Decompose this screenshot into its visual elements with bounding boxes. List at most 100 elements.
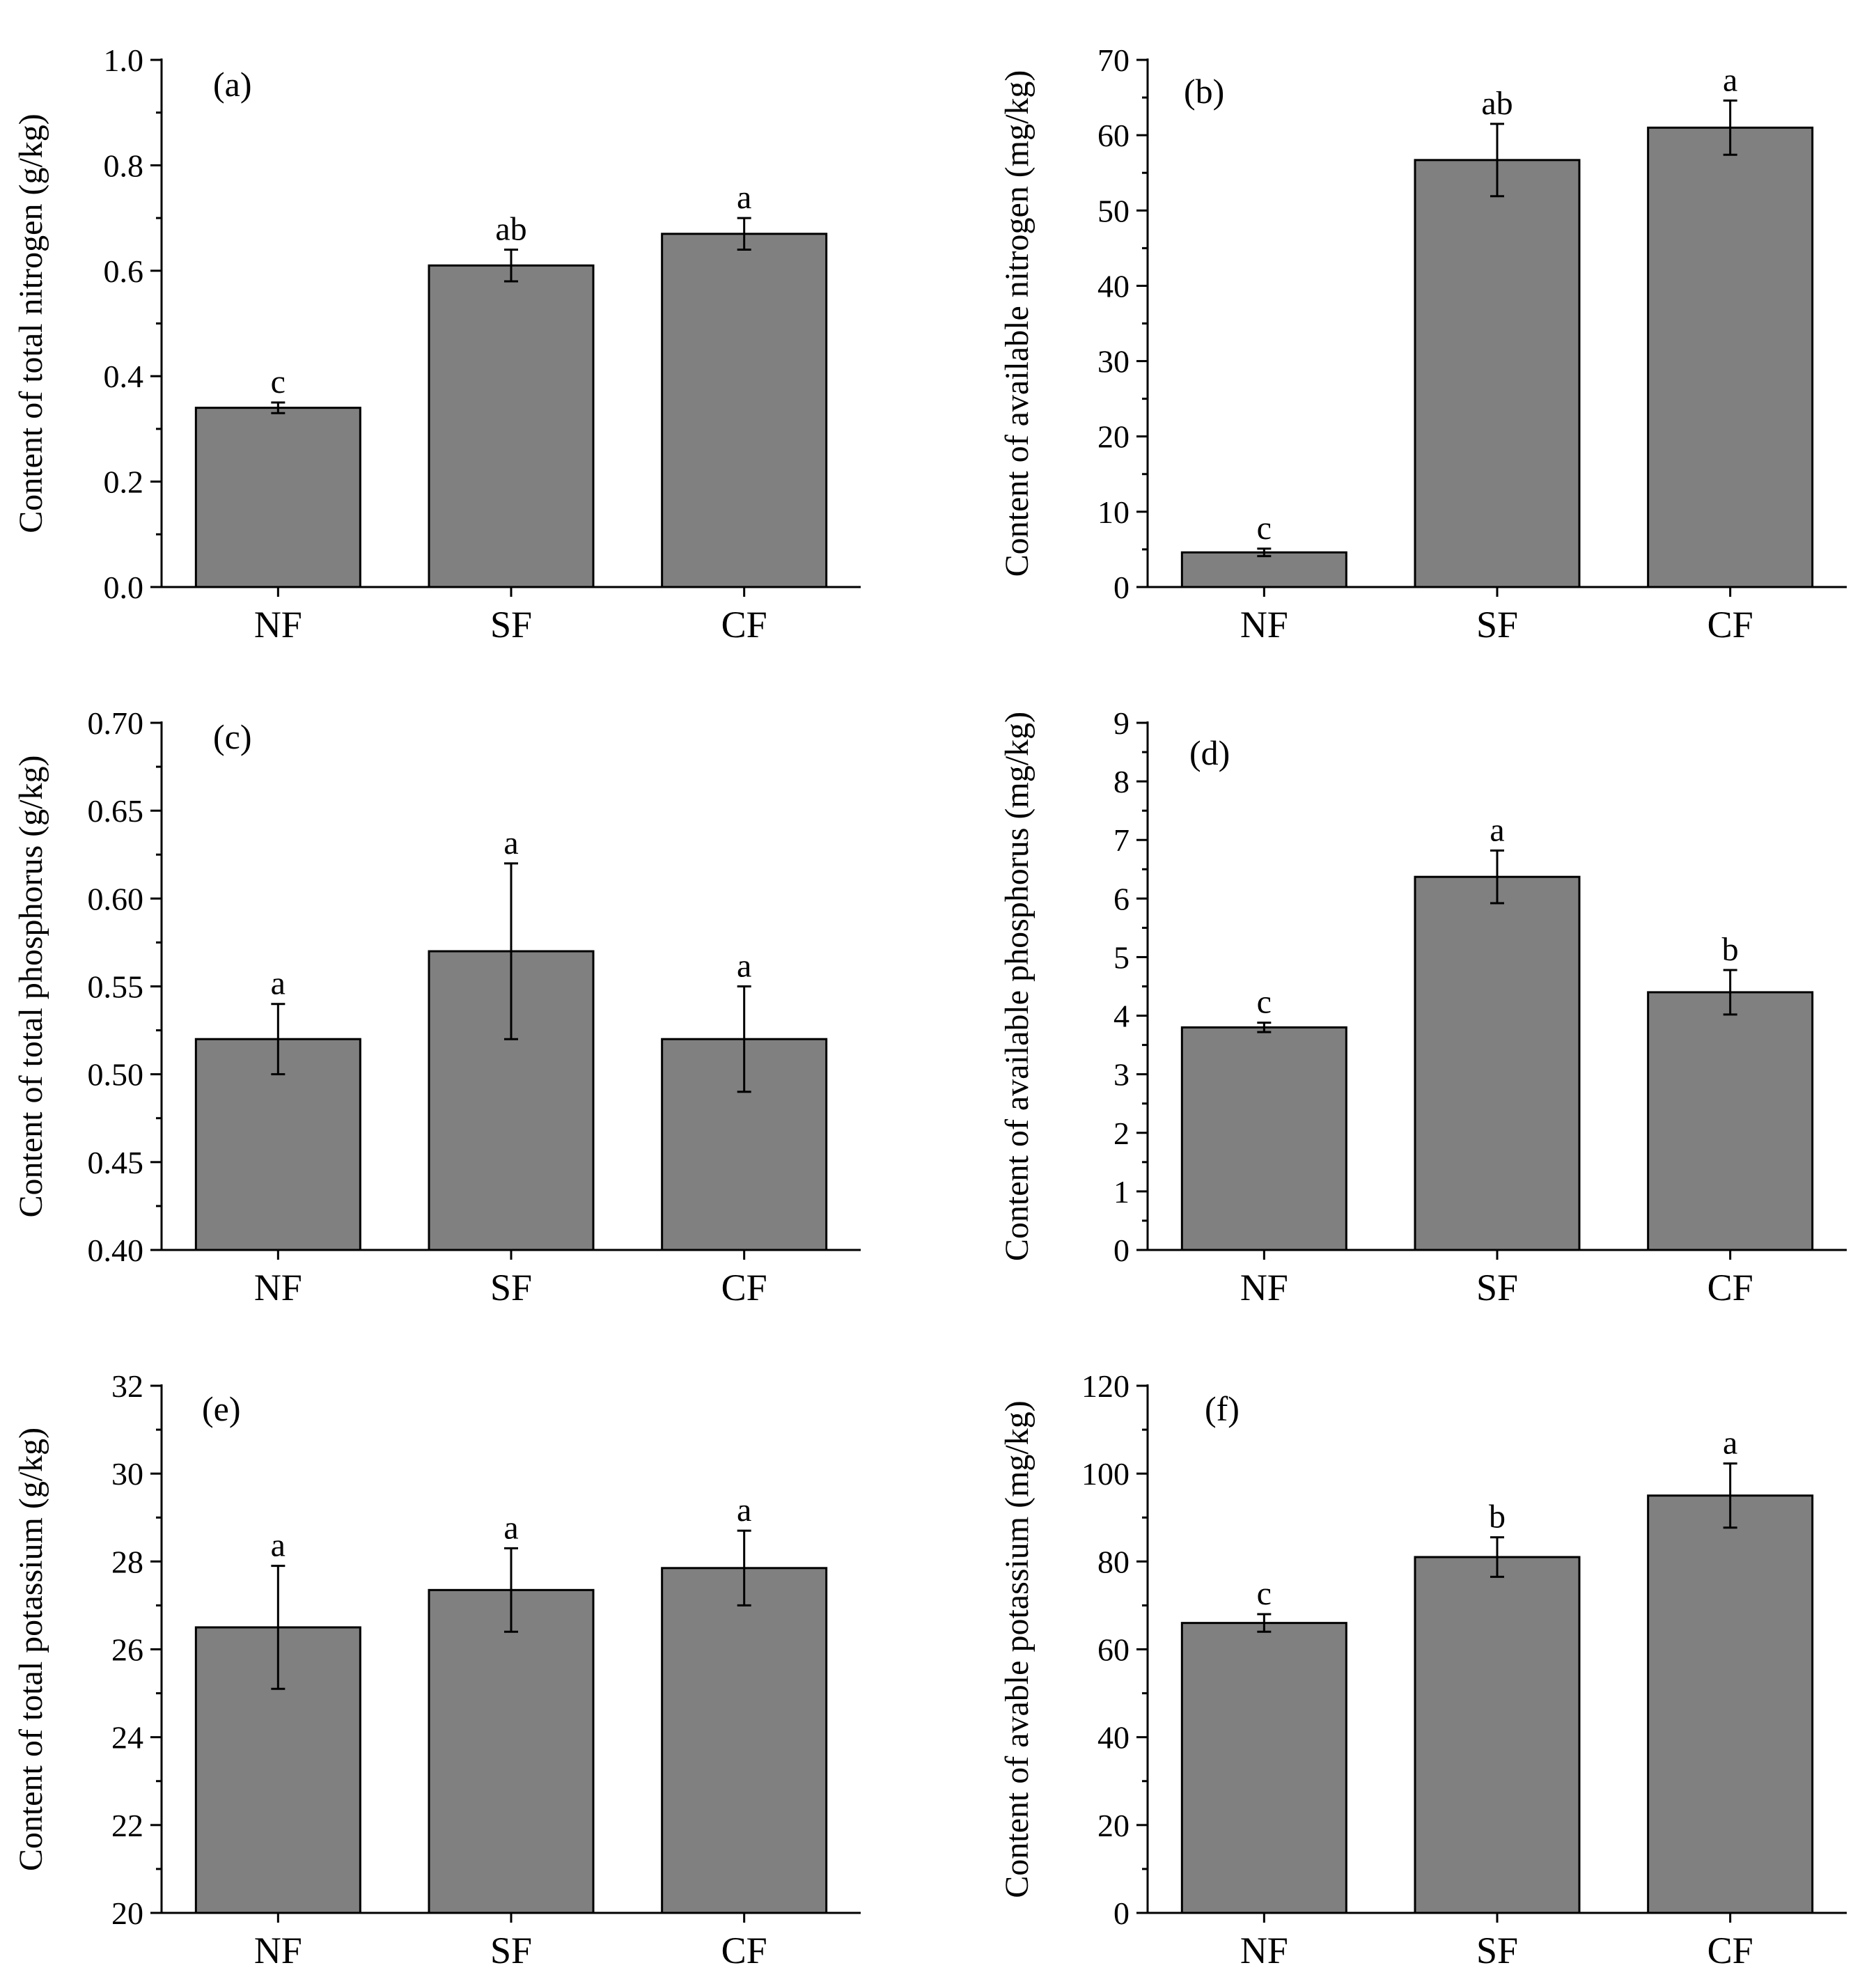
y-tick-label: 20: [111, 1895, 143, 1931]
y-tick-label: 0.50: [88, 1057, 144, 1093]
error-bar-nf: [1257, 547, 1272, 558]
panel-label: (d): [1189, 733, 1230, 772]
y-tick-label: 32: [111, 1368, 143, 1404]
bar-sf: [1414, 159, 1581, 588]
significance-label-sf: b: [1489, 1499, 1506, 1535]
x-tick-label-cf: CF: [721, 1930, 767, 1970]
chart-panel-4: c NF a SF b CF 0 1 2 3 4 5 6 7 8 9 Content of available …: [999, 705, 1847, 1308]
y-tick-label: 0.60: [88, 881, 144, 916]
y-tick-label: 26: [111, 1632, 143, 1668]
error-bar-cf: [1723, 99, 1737, 156]
chart-panel-3: a NF a SF a CF 0.40 0.45 0.50 0.55 0.60 0.65 0.70 Con…: [13, 705, 861, 1308]
y-tick-label: 9: [1113, 705, 1129, 741]
x-tick-label-cf: CF: [1707, 604, 1753, 646]
error-bar-cf: [737, 217, 751, 251]
y-tick-label: 20: [1097, 419, 1129, 455]
bar-cf: [661, 1567, 828, 1914]
y-tick-label: 40: [1097, 1720, 1129, 1756]
y-tick-label: 2: [1113, 1116, 1129, 1151]
significance-label-cf: a: [737, 1492, 751, 1529]
significance-label-nf: c: [1257, 984, 1272, 1021]
significance-label-cf: a: [737, 179, 751, 216]
significance-label-cf: a: [737, 948, 751, 985]
error-bar-sf: [1490, 123, 1504, 198]
error-bar-sf: [504, 249, 518, 283]
y-tick-label: 50: [1097, 193, 1129, 228]
y-axis-title: Content of available nitrogen (mg/kg): [999, 70, 1035, 577]
significance-label-cf: b: [1722, 931, 1739, 968]
bar-nf: [1180, 551, 1347, 588]
bar-nf: [194, 407, 361, 588]
bar-nf: [1180, 1622, 1347, 1914]
y-tick-label: 40: [1097, 268, 1129, 304]
x-tick-label-nf: NF: [254, 1267, 302, 1308]
x-tick-label-cf: CF: [721, 1267, 767, 1308]
y-axis-title: Content of total potassium (g/kg): [13, 1428, 49, 1871]
error-bar-nf: [1257, 1613, 1272, 1633]
x-tick-label-sf: SF: [1476, 1930, 1518, 1970]
y-tick-label: 6: [1113, 881, 1129, 916]
y-tick-label: 0.4: [104, 359, 144, 394]
significance-label-nf: c: [1257, 510, 1272, 547]
bar-sf: [1414, 875, 1581, 1251]
significance-label-nf: a: [271, 1527, 286, 1564]
y-tick-label: 10: [1097, 494, 1129, 530]
significance-label-sf: ab: [1481, 85, 1512, 122]
bar-cf: [661, 233, 828, 588]
error-bar-cf: [737, 985, 751, 1093]
y-tick-label: 30: [1097, 344, 1129, 380]
bar-cf: [1647, 126, 1814, 588]
y-tick-label: 0.2: [104, 464, 144, 500]
chart-panel-1: c NF ab SF a CF 0.0 0.2 0.4 0.6 0.8 1.0 Content of t…: [13, 42, 861, 646]
significance-label-cf: a: [1723, 61, 1737, 98]
y-tick-label: 1.0: [104, 42, 144, 78]
significance-label-nf: c: [1257, 1575, 1272, 1612]
bar-nf: [1180, 1026, 1347, 1251]
bar-cf: [1647, 991, 1814, 1251]
significance-label-sf: a: [503, 824, 518, 861]
error-bar-sf: [1490, 1536, 1504, 1578]
y-tick-label: 30: [111, 1456, 143, 1492]
panel-label: (a): [213, 65, 252, 104]
y-tick-label: 80: [1097, 1544, 1129, 1579]
y-tick-label: 70: [1097, 42, 1129, 78]
significance-label-nf: c: [271, 363, 286, 400]
x-tick-label-sf: SF: [490, 1930, 532, 1970]
y-tick-label: 5: [1113, 939, 1129, 975]
panel-label: (f): [1205, 1389, 1240, 1428]
y-tick-label: 0: [1113, 1895, 1129, 1931]
y-tick-label: 0.8: [104, 148, 144, 183]
error-bar-nf: [271, 1565, 286, 1690]
bar-cf: [1647, 1494, 1814, 1914]
y-tick-label: 0.65: [88, 793, 144, 829]
y-tick-label: 0: [1113, 570, 1129, 605]
significance-label-sf: a: [503, 1509, 518, 1546]
error-bar-sf: [504, 862, 518, 1040]
x-tick-label-nf: NF: [1240, 604, 1288, 646]
y-tick-label: 60: [1097, 1632, 1129, 1668]
x-tick-label-sf: SF: [490, 604, 532, 646]
x-tick-label-cf: CF: [1707, 1930, 1753, 1970]
error-bar-cf: [1723, 969, 1737, 1016]
x-tick-label-nf: NF: [254, 604, 302, 646]
chart-panel-5: a NF a SF a CF 20 22 24 26 28 30 32 Content of total …: [13, 1368, 861, 1970]
error-bar-nf: [271, 401, 286, 414]
y-tick-label: 0.70: [88, 705, 144, 741]
panel-label: (b): [1184, 72, 1224, 111]
bar-sf: [428, 1588, 595, 1914]
x-tick-label-sf: SF: [490, 1267, 532, 1308]
y-tick-label: 0.55: [88, 969, 144, 1005]
y-tick-label: 1: [1113, 1174, 1129, 1210]
x-tick-label-sf: SF: [1476, 1267, 1518, 1308]
panel-label: (c): [213, 717, 252, 756]
y-tick-label: 0.45: [88, 1145, 144, 1180]
x-tick-label-sf: SF: [1476, 604, 1518, 646]
x-tick-label-cf: CF: [721, 604, 767, 646]
y-tick-label: 28: [111, 1544, 143, 1579]
error-bar-sf: [1490, 849, 1504, 905]
y-axis-title: Content of avable potassium (mg/kg): [999, 1400, 1035, 1898]
y-tick-label: 3: [1113, 1057, 1129, 1093]
panel-label: (e): [202, 1389, 241, 1428]
y-tick-label: 22: [111, 1808, 143, 1843]
